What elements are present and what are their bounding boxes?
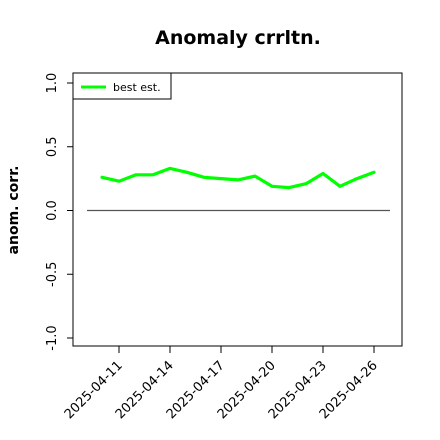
- legend: best est.: [72, 72, 172, 100]
- y-axis-label: anom. corr.: [6, 166, 22, 255]
- y-tick-label: 0.0: [45, 200, 60, 221]
- x-axis: 2025-04-112025-04-142025-04-172025-04-20…: [62, 346, 381, 422]
- series-layer: [100, 166, 376, 190]
- y-tick-label: -0.5: [45, 262, 60, 287]
- y-tick-label: 1.0: [45, 73, 60, 94]
- series-line-best-est: [100, 166, 376, 190]
- y-tick-label: -1.0: [45, 325, 60, 350]
- chart-title: Anomaly crrltn.: [155, 27, 321, 49]
- plot-frame: [72, 72, 403, 347]
- y-tick-label: 0.5: [45, 136, 60, 157]
- y-axis: -1.0 -0.5 0.0 0.5 1.0: [45, 73, 73, 351]
- legend-label: best est.: [113, 81, 161, 94]
